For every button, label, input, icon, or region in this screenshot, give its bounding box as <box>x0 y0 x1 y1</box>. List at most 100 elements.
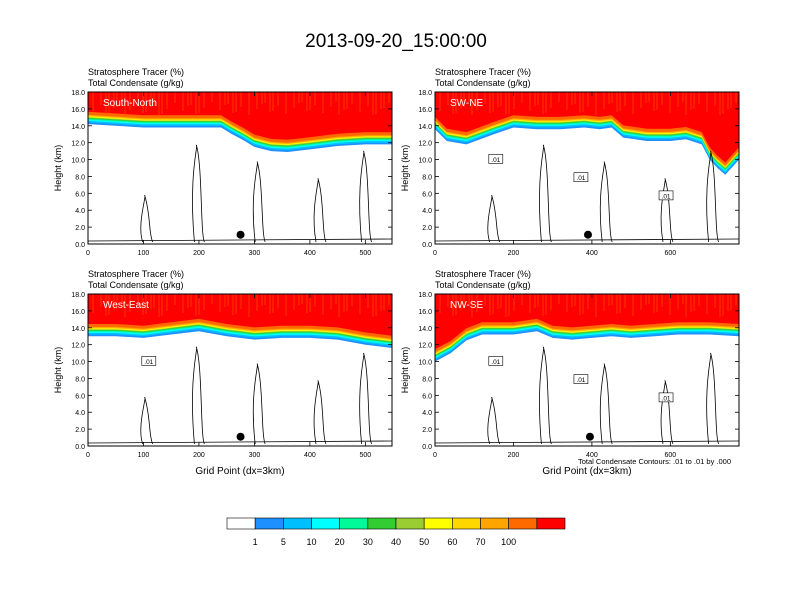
condensate-contour <box>359 150 372 243</box>
condensate-contour <box>487 396 501 445</box>
contour-label: .01 <box>144 359 153 366</box>
y-tick-label: 16.0 <box>418 309 432 316</box>
y-tick-label: 0.0 <box>75 444 85 451</box>
contour-note: Total Condensate Contours: .01 to .01 by… <box>578 457 732 466</box>
location-marker <box>236 432 245 441</box>
x-tick-label: 400 <box>586 250 598 257</box>
y-tick-label: 14.0 <box>71 326 85 333</box>
panel-label: SW-NE <box>450 98 483 109</box>
condensate-contour <box>599 363 613 445</box>
tracer-band <box>88 92 392 140</box>
colorbar-swatch <box>395 517 425 530</box>
y-tick-label: 16.0 <box>71 107 85 114</box>
plot-frame <box>87 91 393 245</box>
y-tick-label: 10.0 <box>71 158 85 165</box>
location-marker <box>236 230 245 239</box>
title-line1: Stratosphere Tracer (%) <box>88 269 184 279</box>
colorbar-swatch <box>311 517 340 530</box>
colorbar-label: 5 <box>281 537 286 547</box>
colorbar-label: 70 <box>475 537 485 547</box>
panel-label: South-North <box>103 98 157 109</box>
colorbar-label: 20 <box>335 537 345 547</box>
y-tick-label: 18.0 <box>71 90 85 97</box>
panel-label: NW-SE <box>450 300 483 311</box>
y-tick-label: 2.0 <box>422 225 432 232</box>
condensate-contour <box>192 346 205 445</box>
condensate-contour <box>660 380 674 445</box>
colorbar-label: 60 <box>447 537 457 547</box>
y-tick-label: 18.0 <box>418 292 432 299</box>
contour-label-box <box>488 154 504 164</box>
colorbar-label: 1 <box>253 537 258 547</box>
tracer-field: .01 <box>88 294 392 446</box>
y-tick-label: 6.0 <box>422 191 432 198</box>
y-tick-label: 2.0 <box>422 427 432 434</box>
y-tick-label: 12.0 <box>418 141 432 148</box>
condensate-contour <box>539 346 552 445</box>
y-tick-label: 14.0 <box>71 124 85 131</box>
title-line1: Stratosphere Tracer (%) <box>435 269 531 279</box>
tracer-field: .01 .01 .01 <box>435 294 739 446</box>
y-tick-label: 6.0 <box>75 393 85 400</box>
x-tick-label: 600 <box>665 250 677 257</box>
page-title: 2013-09-20_15:00:00 <box>305 31 487 52</box>
contour-label: .01 <box>491 359 500 366</box>
colorbar-swatch <box>480 517 509 530</box>
contour-label-box <box>573 374 589 384</box>
y-tick-label: 2.0 <box>75 225 85 232</box>
colorbar-swatch <box>254 517 284 530</box>
terrain-contour <box>88 238 392 242</box>
title-line2: Total Condensate (g/kg) <box>88 78 184 88</box>
y-tick-label: 0.0 <box>75 242 85 249</box>
x-tick-label: 500 <box>360 452 372 459</box>
colorbar-swatch <box>423 517 453 530</box>
y-axis-label: Height (km) <box>400 347 410 394</box>
tracer-band <box>88 294 392 336</box>
y-axis-label: Height (km) <box>53 145 63 192</box>
y-tick-label: 10.0 <box>71 360 85 367</box>
contour-label: .01 <box>576 377 585 384</box>
colorbar-swatch <box>367 517 397 530</box>
x-tick-label: 200 <box>193 452 205 459</box>
panel-nw-se: .01 .01 .01 NW-SE Stratosphere Tracer (%) Tot… <box>400 269 740 477</box>
y-tick-label: 8.0 <box>422 376 432 383</box>
y-tick-label: 4.0 <box>75 410 85 417</box>
colorbar-swatch <box>339 517 369 530</box>
x-tick-label: 0 <box>86 250 90 257</box>
y-tick-label: 14.0 <box>418 124 432 131</box>
y-tick-label: 8.0 <box>75 376 85 383</box>
colorbar-swatch <box>452 517 481 530</box>
y-tick-label: 10.0 <box>418 158 432 165</box>
colorbar: 1 5 10 20 30 40 50 60 70 100 <box>226 517 566 547</box>
condensate-contour <box>252 363 266 445</box>
y-tick-label: 16.0 <box>71 309 85 316</box>
tracer-field: .01 .01 .01 <box>435 92 739 244</box>
contour-label-box <box>141 356 157 366</box>
colorbar-label: 100 <box>501 537 516 547</box>
y-tick-label: 4.0 <box>75 208 85 215</box>
x-axis-label: Grid Point (dx=3km) <box>195 466 284 477</box>
location-marker <box>585 432 594 441</box>
location-marker <box>583 230 592 239</box>
condensate-contour <box>660 178 674 243</box>
colorbar-swatch <box>283 517 312 530</box>
y-tick-label: 14.0 <box>418 326 432 333</box>
condensate-contour <box>313 380 327 445</box>
condensate-contour <box>706 352 719 445</box>
x-tick-label: 500 <box>360 250 372 257</box>
y-tick-label: 6.0 <box>422 393 432 400</box>
contour-label: .01 <box>662 395 671 402</box>
x-axis-label: Grid Point (dx=3km) <box>542 466 631 477</box>
y-tick-label: 10.0 <box>418 360 432 367</box>
condensate-contour <box>140 396 154 445</box>
x-tick-label: 300 <box>249 452 261 459</box>
y-tick-label: 4.0 <box>422 208 432 215</box>
condensate-contour <box>140 194 154 243</box>
x-tick-label: 600 <box>665 452 677 459</box>
x-tick-label: 300 <box>249 250 261 257</box>
contour-label-box <box>573 172 589 182</box>
plot-frame <box>434 293 740 447</box>
title-line2: Total Condensate (g/kg) <box>88 280 184 290</box>
x-tick-label: 100 <box>138 250 150 257</box>
